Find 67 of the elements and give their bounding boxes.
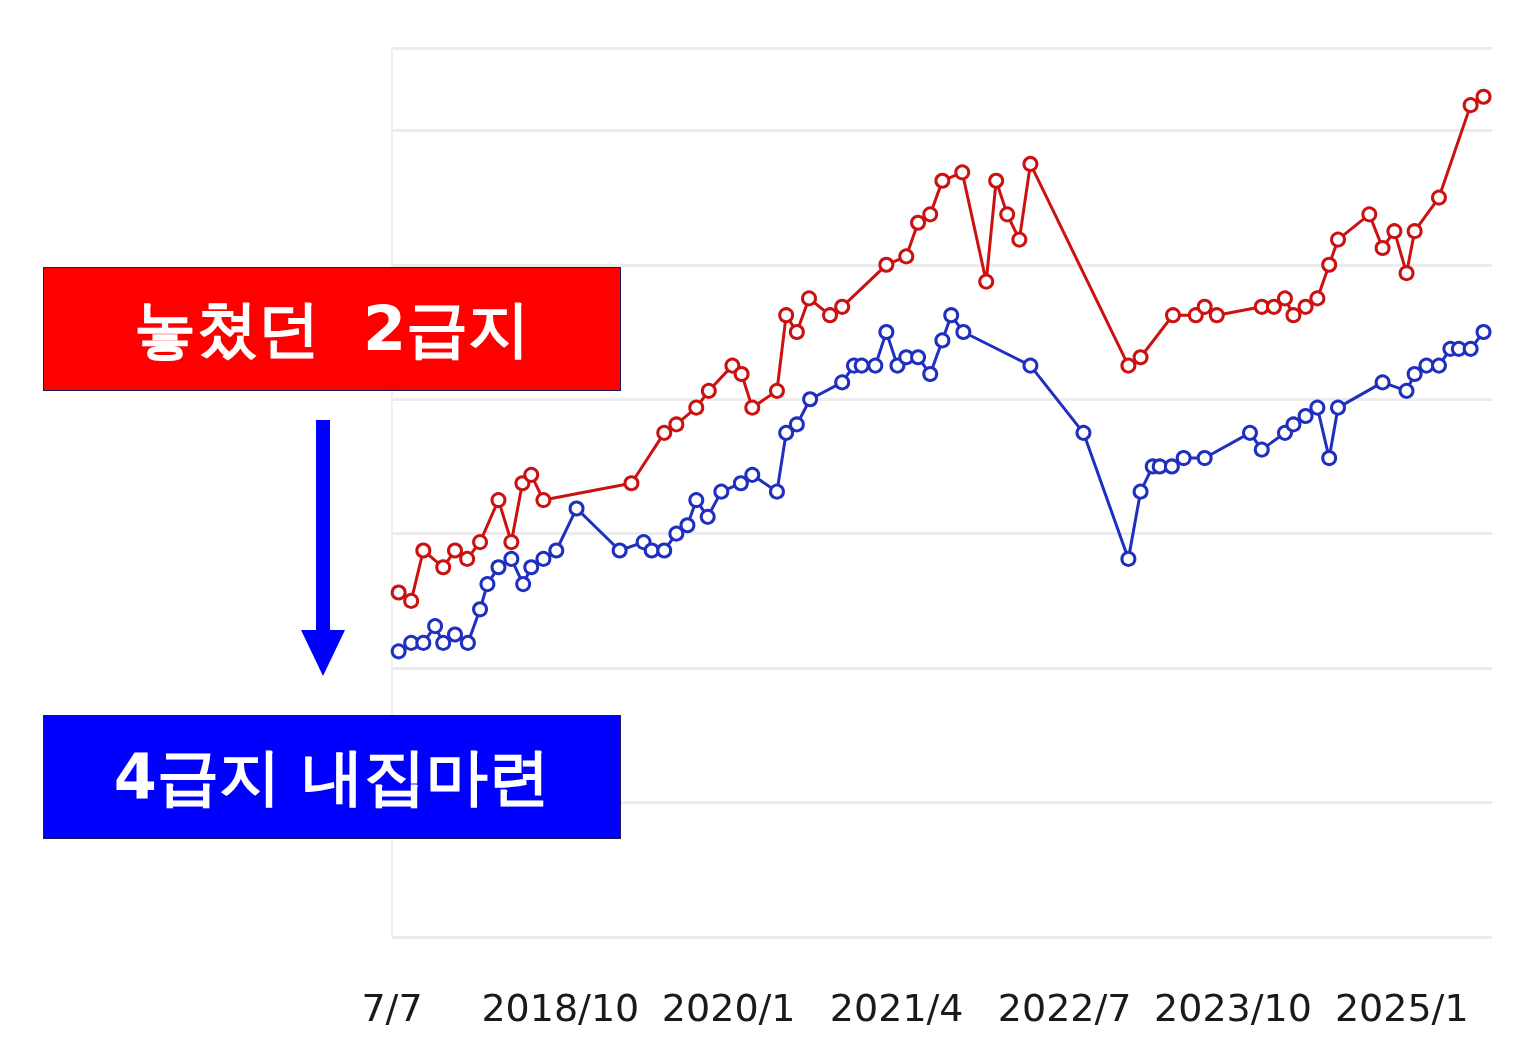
point (1321, 256, 1338, 273)
point (523, 466, 540, 483)
annotation: 4급지 내집마련 (43, 715, 621, 839)
point (1361, 206, 1378, 223)
point (724, 357, 741, 374)
point (744, 399, 761, 416)
x-tick-label: 7/7 (361, 986, 423, 1030)
point (934, 172, 951, 189)
point (1276, 290, 1293, 307)
point (1386, 223, 1403, 240)
point (447, 542, 463, 559)
point (1011, 231, 1028, 248)
point (435, 559, 452, 576)
point (801, 290, 818, 307)
point (878, 256, 895, 273)
point (535, 492, 552, 509)
point (1164, 307, 1181, 324)
point (788, 324, 805, 341)
point (1187, 307, 1204, 324)
point (403, 592, 420, 609)
point (459, 550, 476, 567)
point (656, 424, 673, 441)
point (490, 492, 507, 509)
point (1330, 231, 1347, 248)
x-tick-label: 2022/7 (997, 986, 1132, 1030)
point (922, 206, 939, 223)
x-tick-label: 2020/1 (661, 986, 796, 1030)
point (834, 298, 851, 315)
point (1297, 298, 1314, 315)
x-tick-label: 2018/10 (481, 986, 640, 1030)
point (1462, 97, 1479, 114)
point (1398, 265, 1415, 282)
point (623, 475, 640, 492)
point (822, 307, 839, 324)
point (898, 248, 915, 265)
point (954, 164, 971, 181)
point (1309, 290, 1326, 307)
point (778, 307, 795, 324)
point (1285, 307, 1302, 324)
point (1132, 349, 1149, 366)
point (768, 382, 785, 399)
point (1265, 298, 1282, 315)
x-tick-label: 2023/10 (1154, 986, 1312, 1030)
x-tick-label: 2025/1 (1334, 986, 1469, 1030)
point (1475, 88, 1492, 105)
point (700, 382, 717, 399)
point (1374, 239, 1391, 256)
annotation: 놓쳤던 2급지 (43, 267, 621, 391)
point (668, 416, 685, 433)
point (1430, 189, 1447, 206)
point (514, 475, 531, 492)
point (999, 206, 1016, 223)
point (988, 172, 1005, 189)
point (1208, 307, 1225, 324)
point (978, 273, 995, 290)
point (503, 534, 520, 551)
x-tick-label: 2021/4 (829, 986, 964, 1030)
point (1022, 155, 1039, 172)
point (910, 214, 927, 231)
point (415, 542, 432, 559)
point (390, 584, 407, 601)
point (472, 534, 489, 551)
point (1196, 298, 1213, 315)
point (688, 399, 705, 416)
point (1406, 223, 1423, 240)
point (733, 366, 750, 383)
point (1120, 357, 1137, 374)
